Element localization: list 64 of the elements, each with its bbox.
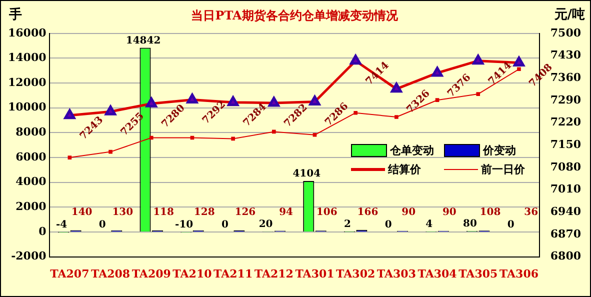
y-axis-title: 手: [8, 6, 22, 22]
legend-label: 仓单变动: [390, 143, 434, 158]
data-label: -4: [56, 220, 68, 231]
data-label: 94: [279, 207, 294, 218]
y-tick-label: 4000: [16, 175, 47, 188]
data-label: 128: [194, 207, 215, 218]
x-tick-label: TA303: [376, 267, 416, 280]
data-label: 130: [112, 207, 134, 218]
y2-tick-label: 7010: [550, 182, 582, 196]
y-tick-label: -2000: [11, 250, 47, 263]
data-label: 0: [98, 220, 106, 231]
y-tick-label: 10000: [8, 100, 47, 114]
y2-tick-label: 7290: [550, 93, 582, 106]
data-label: 0: [384, 220, 392, 231]
data-label: 36: [524, 207, 538, 218]
x-tick-label: TA208: [90, 267, 130, 280]
x-tick-label: TA212: [254, 267, 294, 280]
data-label: 0: [507, 220, 514, 231]
data-label: 126: [234, 207, 256, 218]
data-label: 2: [344, 219, 351, 230]
y2-tick-label: 6800: [550, 250, 582, 263]
y-tick-label: 0: [38, 224, 47, 238]
y2-tick-label: 6940: [550, 204, 582, 218]
x-tick-label: TA209: [132, 267, 171, 280]
y2-tick-label: 7150: [550, 138, 582, 151]
data-label: 0: [221, 220, 228, 231]
data-label: 4104: [292, 168, 321, 180]
x-tick-label: TA302: [336, 267, 376, 280]
data-label: 80: [463, 218, 477, 230]
x-tick-label: TA211: [214, 267, 253, 280]
data-label: 166: [357, 207, 378, 218]
legend-label: 价变动: [483, 143, 516, 158]
data-label: 118: [153, 207, 174, 218]
data-label: -10: [175, 220, 194, 231]
x-tick-label: TA207: [50, 267, 90, 280]
y2-tick-label: 6870: [550, 227, 582, 240]
x-tick-label: TA301: [295, 267, 334, 280]
y2-tick-label: 7430: [550, 48, 582, 62]
y-tick-label: 12000: [8, 76, 47, 89]
data-label: 106: [316, 207, 338, 218]
y-tick-label: 14000: [8, 51, 47, 64]
legend-label: 结算价: [388, 162, 421, 177]
y2-tick-label: 7080: [550, 160, 582, 174]
data-label: 4: [426, 219, 433, 230]
y2-axis-title: 元/吨: [553, 7, 585, 22]
x-tick-label: TA305: [458, 267, 498, 280]
data-label: 140: [71, 207, 92, 218]
y2-tick-label: 7500: [550, 26, 582, 40]
data-label: 90: [442, 207, 456, 218]
y2-tick-label: 7360: [550, 70, 582, 84]
data-label: 14842: [126, 35, 161, 46]
data-label: 20: [258, 219, 273, 230]
chart-title: 当日PTA期货各合约仓单增减变动情况: [191, 8, 399, 22]
data-label: 108: [480, 207, 501, 218]
x-tick-label: TA210: [172, 267, 212, 280]
y-tick-label: 2000: [16, 200, 47, 214]
y-tick-label: 6000: [16, 150, 47, 164]
legend-label: 前一日价: [481, 162, 525, 177]
y-tick-label: 16000: [8, 26, 47, 40]
data-label: 90: [402, 207, 416, 218]
x-tick-label: TA306: [499, 267, 539, 280]
y2-tick-label: 7220: [550, 116, 582, 129]
x-tick-label: TA304: [418, 267, 458, 280]
y-tick-label: 8000: [16, 126, 47, 139]
